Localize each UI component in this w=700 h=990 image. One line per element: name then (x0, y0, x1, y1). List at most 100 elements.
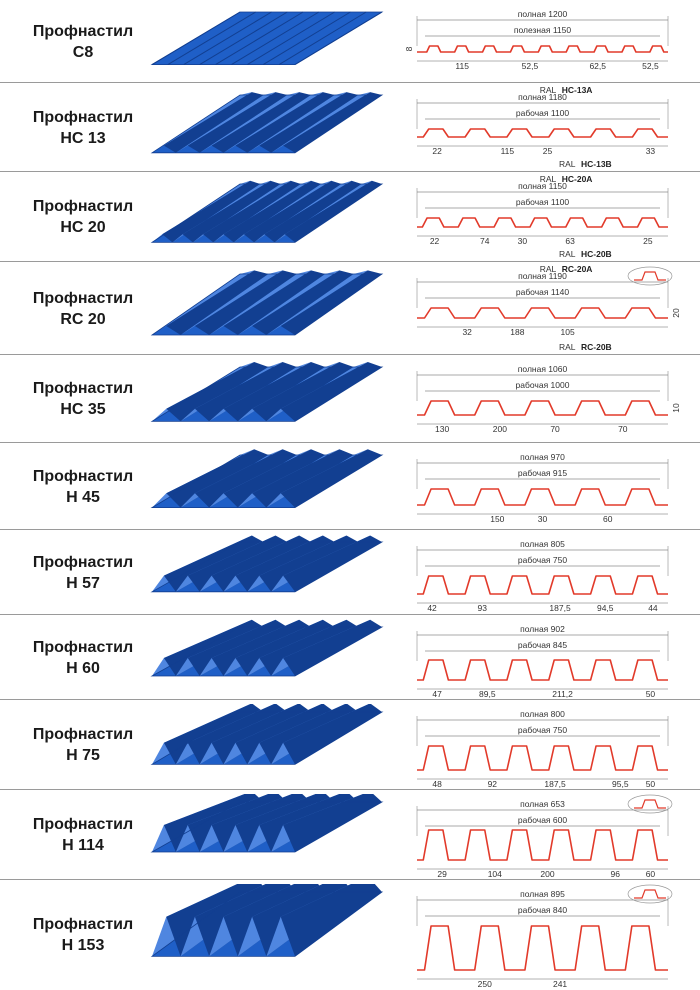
profile-title: Профнастил (32, 467, 134, 485)
sheet-illustration (150, 535, 384, 593)
full-width-label: полная 895 (520, 889, 565, 899)
working-width-label: рабочая 1140 (516, 287, 570, 297)
dimension-label: 70 (550, 424, 560, 434)
full-width-label: полная 805 (520, 539, 565, 549)
profile-model: Н 114 (62, 837, 104, 854)
working-width-label: рабочая 1100 (516, 108, 570, 118)
dimension-label: 60 (646, 869, 656, 878)
full-width-label: полная 653 (520, 799, 565, 809)
dimension-label: 30 (518, 236, 528, 246)
profile-name: Профнастил НС 13 (18, 107, 148, 149)
profile-title: Профнастил (32, 380, 134, 397)
dimension-label: 48 (432, 779, 442, 788)
dimension-label: 60 (603, 514, 613, 524)
full-width-label: полная 1200 (518, 9, 568, 19)
sheet-illustration (150, 619, 384, 677)
ral-side-b-label: НС-13В (581, 159, 612, 169)
dimension-label: 63 (565, 236, 575, 246)
profile-name: Профнастил RC 20 (18, 288, 148, 330)
working-width-label: рабочая 750 (518, 725, 567, 735)
height-label: 20 (671, 308, 680, 318)
dimension-label: 187,5 (544, 779, 566, 788)
profile-row: Профнастил НС 20 полная 1150 рабочая 1100 22… (0, 172, 700, 262)
profile-cross-section: полная 1190 рабочая 1140 32 188 105 20 RAL RC-2… (416, 264, 680, 352)
full-width-label: полная 902 (520, 624, 565, 634)
profile-cross-section: полная 902 рабочая 845 47 89,5 211,2 50 (416, 624, 669, 698)
dimension-label: 25 (543, 146, 553, 156)
dimension-label: 32 (462, 327, 472, 337)
height-label: 8 (405, 46, 414, 51)
full-width-label: полная 800 (520, 709, 565, 719)
full-width-label: полная 1060 (518, 364, 568, 374)
profile-model: Н 153 (61, 937, 105, 954)
working-width-label: рабочая 600 (518, 815, 567, 825)
full-width-label: полная 1190 (518, 271, 567, 281)
profile-model: Н 60 (66, 659, 100, 677)
working-width-label: рабочая 750 (518, 555, 567, 565)
dimension-label: 50 (646, 779, 656, 788)
ral-label: RAL (559, 249, 576, 259)
dimension-label: 25 (643, 236, 653, 246)
ral-side-b-label: RC-20B (581, 342, 612, 352)
dimension-label: 70 (618, 424, 628, 434)
dimension-label: 52,5 (522, 61, 539, 71)
profile-row: Профнастил Н 45 полная 970 рабочая 915 150 30… (0, 443, 700, 530)
dimension-label: 29 (437, 869, 447, 878)
profile-row: Профнастил Н 114 полная 653 рабочая 600 29 10… (0, 790, 700, 880)
sheet-illustration (150, 794, 384, 853)
dimension-label: 89,5 (479, 689, 496, 698)
sheet-illustration (150, 704, 384, 765)
dimension-label: 22 (432, 146, 442, 156)
profile-cross-section: полная 970 рабочая 915 150 30 60 (416, 452, 669, 524)
dimension-label: 44 (648, 603, 658, 613)
dimension-label: 95,5 (612, 779, 629, 788)
profile-title: Профнастил (32, 108, 134, 126)
dimension-label: 200 (493, 424, 507, 434)
profile-name: Профнастил Н 153 (18, 914, 148, 956)
profile-name: Профнастил НС 20 (18, 196, 148, 238)
dimension-label: 33 (646, 146, 656, 156)
profile-cross-section: полная 1180 рабочая 1100 22 115 25 33 RAL НС-13… (416, 85, 669, 169)
profile-title: Профнастил (32, 726, 134, 743)
dimension-label: 93 (478, 603, 488, 613)
profile-row: Профнастил Н 60 полная 902 рабочая 845 47 89,… (0, 615, 700, 700)
dimension-label: 104 (488, 869, 502, 878)
profile-model: НС 35 (60, 401, 106, 418)
profile-cross-section: полная 1060 рабочая 1000 130 200 70 70 10 (416, 364, 680, 434)
profile-model: RC 20 (60, 310, 106, 328)
sheet-illustration (150, 270, 384, 336)
profile-title: Профнастил (32, 22, 134, 40)
ral-side-a-label: RC-20A (562, 264, 593, 274)
sheet-illustration (150, 884, 384, 957)
profile-title: Профнастил (32, 916, 134, 933)
profile-model: Н 57 (66, 574, 100, 592)
profile-cross-section: полная 653 рабочая 600 29 104 200 96 60 (416, 794, 673, 878)
height-label: 10 (671, 403, 680, 413)
ral-side-a-label: НС-20А (562, 174, 593, 184)
ral-label: RAL (540, 264, 557, 274)
sheet-illustration (150, 11, 384, 66)
profile-cross-section: полная 1150 рабочая 1100 22 74 30 63 25 RAL НС-2… (416, 174, 669, 259)
full-width-label: полная 1180 (518, 92, 567, 102)
profile-cross-section: полная 805 рабочая 750 42 93 187,5 94,5 44 (416, 539, 669, 613)
detail-callout (627, 794, 673, 814)
dimension-label: 52,5 (642, 61, 659, 71)
ral-label: RAL (559, 342, 576, 352)
ral-label: RAL (540, 174, 557, 184)
profile-title: Профнастил (32, 289, 134, 307)
sheet-illustration (150, 92, 384, 154)
dimension-label: 241 (553, 979, 567, 988)
ral-side-b-label: НС-20В (581, 249, 612, 259)
profile-name: Профнастил Н 114 (18, 814, 148, 856)
dimension-label: 74 (480, 236, 490, 246)
working-width-label: рабочая 1100 (516, 197, 570, 207)
full-width-label: полная 970 (520, 452, 565, 462)
detail-callout (627, 266, 673, 286)
profile-name: Профнастил Н 75 (18, 724, 148, 766)
profile-model: Н 75 (66, 747, 100, 764)
ral-label: RAL (540, 85, 557, 95)
profile-model: Н 45 (66, 488, 100, 506)
dimension-label: 130 (435, 424, 449, 434)
profile-cross-section: полная 1200 полезная 1150 115 52,5 62,5 52,5 8 (405, 9, 669, 71)
